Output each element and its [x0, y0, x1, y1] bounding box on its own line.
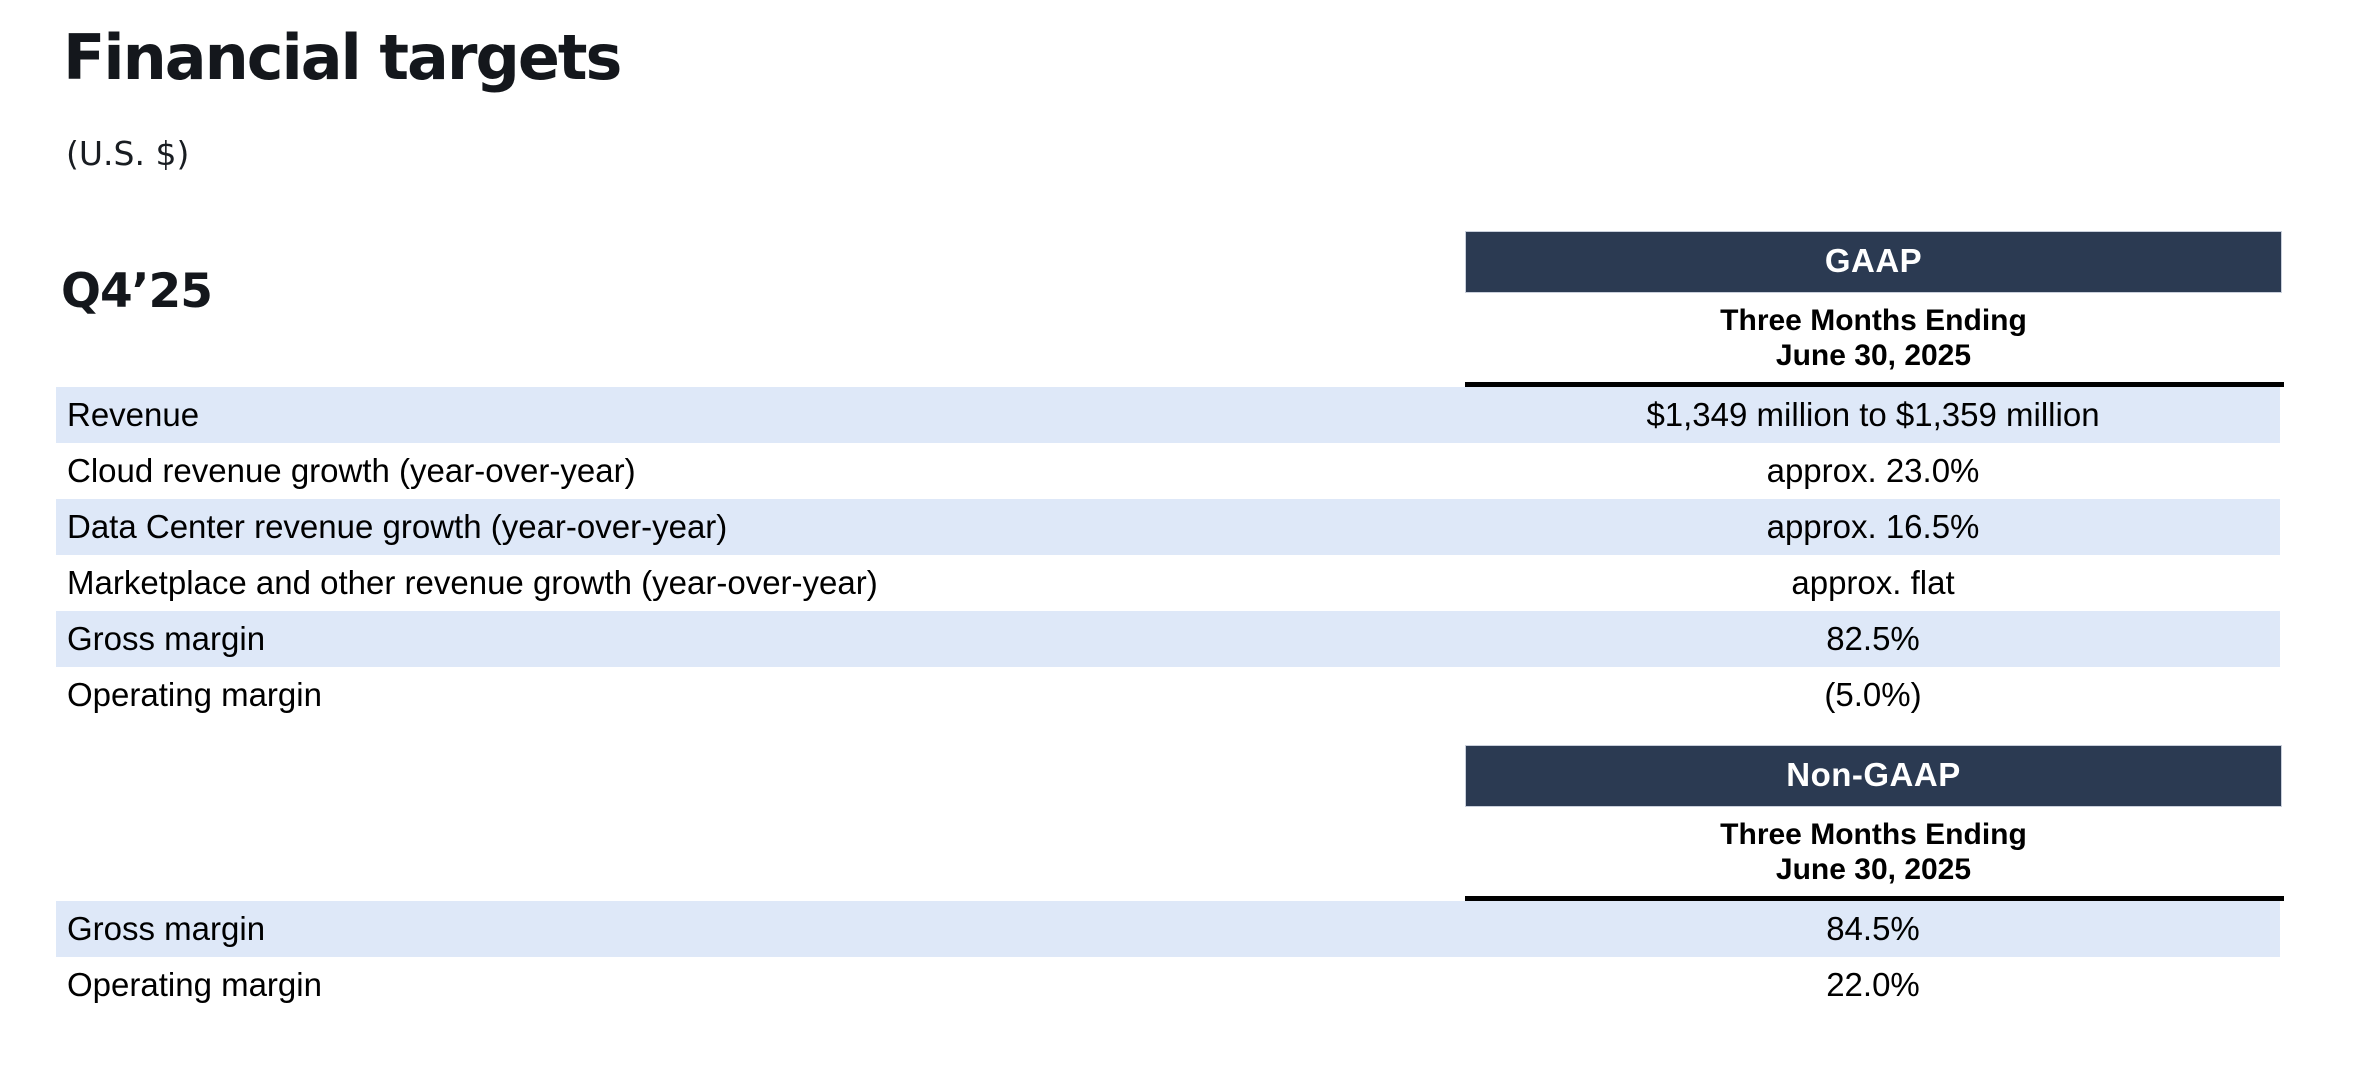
- row-value: 22.0%: [1826, 966, 1920, 1003]
- period-label: Q4’25: [61, 264, 213, 319]
- gaap-section: GAAP Three Months Ending June 30, 2025 R…: [0, 231, 2374, 731]
- table-row-operating-margin-nongaap: Operating margin 22.0%: [56, 957, 2280, 1013]
- row-label: Marketplace and other revenue growth (ye…: [67, 564, 878, 601]
- currency-note: (U.S. $): [66, 134, 190, 173]
- row-label: Gross margin: [67, 910, 266, 947]
- row-label: Data Center revenue growth (year-over-ye…: [67, 508, 728, 545]
- non-gaap-section: Non-GAAP Three Months Ending June 30, 20…: [0, 745, 2374, 1075]
- non-gaap-header-rule: [1465, 896, 2284, 901]
- row-label: Operating margin: [67, 966, 322, 1003]
- row-value: approx. flat: [1791, 564, 1955, 601]
- table-row-cloud-growth: Cloud revenue growth (year-over-year) ap…: [56, 443, 2280, 499]
- table-row-gross-margin: Gross margin 82.5%: [56, 611, 2280, 667]
- period-header-line2: June 30, 2025: [1775, 339, 1972, 372]
- period-header-line1: Three Months Ending: [1720, 818, 2027, 851]
- table-row-gross-margin-nongaap: Gross margin 84.5%: [56, 901, 2280, 957]
- row-value: $1,349 million to $1,359 million: [1646, 396, 2100, 433]
- row-value: approx. 23.0%: [1766, 452, 1980, 489]
- gaap-header-rule: [1465, 382, 2284, 387]
- period-header-line2: June 30, 2025: [1775, 853, 1972, 886]
- row-label: Revenue: [67, 396, 200, 433]
- row-label: Cloud revenue growth (year-over-year): [67, 452, 636, 489]
- row-value: (5.0%): [1824, 676, 1922, 713]
- row-value: 82.5%: [1826, 620, 1920, 657]
- non-gaap-period-header: Three Months Ending June 30, 2025: [1465, 817, 2282, 887]
- row-value: 84.5%: [1826, 910, 1920, 947]
- gaap-period-header: Three Months Ending June 30, 2025: [1465, 303, 2282, 373]
- period-header-line1: Three Months Ending: [1720, 304, 2027, 337]
- gaap-column-header: GAAP: [1465, 231, 2282, 293]
- non-gaap-column-header: Non-GAAP: [1465, 745, 2282, 807]
- table-row-operating-margin: Operating margin (5.0%): [56, 667, 2280, 723]
- table-row-revenue: Revenue $1,349 million to $1,359 million: [56, 387, 2280, 443]
- row-value: approx. 16.5%: [1766, 508, 1980, 545]
- table-row-datacenter-growth: Data Center revenue growth (year-over-ye…: [56, 499, 2280, 555]
- table-row-marketplace-growth: Marketplace and other revenue growth (ye…: [56, 555, 2280, 611]
- row-label: Operating margin: [67, 676, 322, 713]
- page-title: Financial targets: [63, 21, 622, 94]
- row-label: Gross margin: [67, 620, 266, 657]
